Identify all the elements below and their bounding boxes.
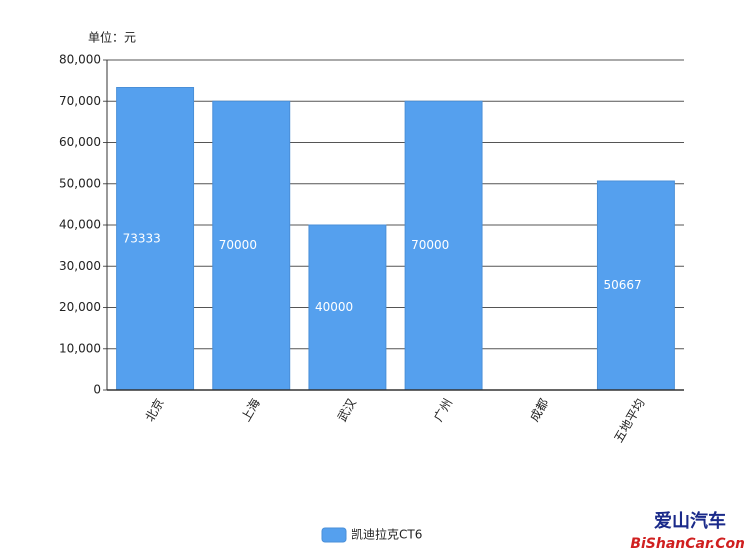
y-tick-label: 80,000 [59, 53, 101, 67]
y-tick-label: 70,000 [59, 94, 101, 108]
bar [116, 87, 195, 391]
data-label: 70000 [219, 238, 257, 252]
y-tick-label: 20,000 [59, 300, 101, 314]
x-tick-label: 北京 [143, 396, 167, 424]
x-tick-label: 武汉 [335, 396, 359, 424]
x-tick-label: 上海 [238, 396, 263, 424]
x-tick-label: 成都 [527, 396, 551, 424]
bar [308, 224, 387, 391]
watermark: 爱山汽车 [654, 510, 726, 532]
y-tick-label: 0 [93, 383, 101, 397]
unit-label: 单位：元 [88, 30, 136, 45]
data-label: 73333 [123, 231, 161, 245]
x-tick-label: 五地平均 [611, 396, 647, 445]
y-tick-label: 50,000 [59, 176, 101, 190]
bar [596, 180, 675, 391]
y-tick-label: 30,000 [59, 259, 101, 273]
watermark: BiShanCar.Com [630, 536, 744, 552]
data-label: 40000 [315, 300, 353, 314]
y-tick-label: 60,000 [59, 135, 101, 149]
legend-swatch [321, 527, 347, 543]
data-label: 70000 [411, 238, 449, 252]
data-label: 50667 [603, 278, 641, 292]
y-tick-label: 10,000 [59, 341, 101, 355]
y-tick-label: 40,000 [59, 218, 101, 232]
legend-label: 凯迪拉克CT6 [351, 527, 422, 542]
bar [212, 100, 291, 391]
bar [404, 100, 483, 391]
x-tick-label: 广州 [431, 396, 455, 424]
